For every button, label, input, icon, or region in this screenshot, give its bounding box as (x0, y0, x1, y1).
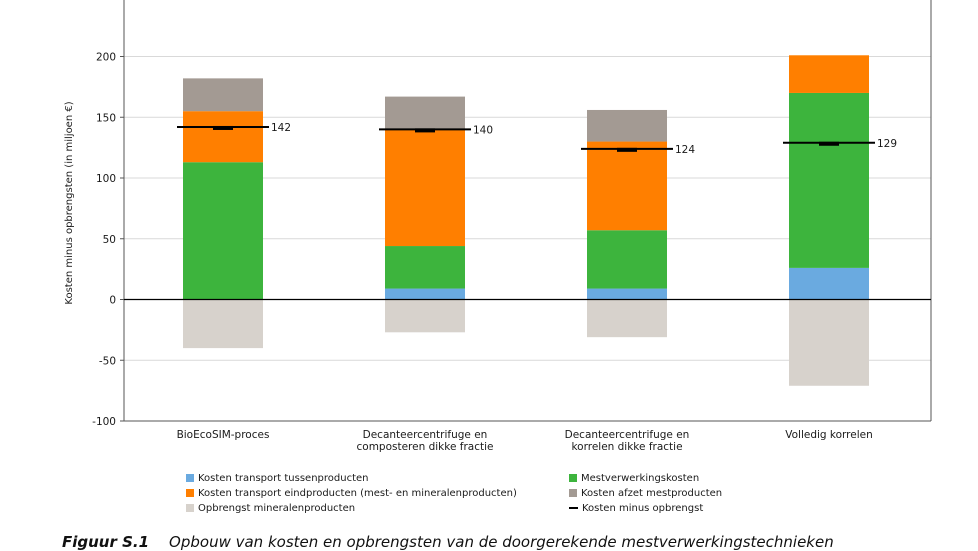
legend-swatch-line (569, 507, 578, 509)
bar-segment-opbrengst (385, 299, 465, 333)
legend-swatch (186, 474, 194, 482)
net-marker (415, 128, 435, 133)
legend-swatch (186, 504, 194, 512)
x-category-labels: BioEcoSIM-proces Decanteercentrifuge enco… (177, 429, 873, 453)
legend: Kosten transport tussenproducten Mestver… (0, 470, 978, 520)
x-category-label: Decanteercentrifuge en (363, 429, 488, 441)
legend-item-transport-tussen: Kosten transport tussenproducten (186, 471, 368, 485)
legend-label: Kosten afzet mestproducten (581, 487, 723, 499)
y-tick-label: 0 (109, 295, 116, 307)
x-category-label: BioEcoSIM-proces (177, 429, 270, 441)
bar-segment-transport_eind (385, 129, 465, 247)
legend-label: Kosten minus opbrengst (582, 502, 704, 514)
legend-label: Mestverwerkingskosten (581, 472, 700, 484)
stacked-bar-chart: -100 -50 0 50 100 150 200 BioEcoSIM-proces Deca… (64, 0, 932, 453)
bar-segment-afzet (183, 78, 263, 112)
bar-segment-transport_tussen (789, 267, 869, 300)
x-category-label: korrelen dikke fractie (571, 441, 682, 453)
x-category-label: Decanteercentrifuge en (565, 429, 690, 441)
net-value-label: 129 (877, 138, 897, 150)
caption-text: Opbouw van kosten en opbrengsten van de … (169, 533, 834, 551)
legend-item-afzet: Kosten afzet mestproducten (569, 486, 722, 500)
bar-segment-transport_tussen (385, 288, 465, 300)
net-marker (617, 147, 637, 152)
net-value-label: 140 (473, 124, 493, 136)
net-marker (213, 125, 233, 130)
bars (183, 55, 869, 386)
bar-segment-afzet (385, 96, 465, 130)
legend-item-transport-eind: Kosten transport eindproducten (mest- en… (186, 486, 517, 500)
net-value-label: 124 (675, 144, 695, 156)
figure-caption: Figuur S.1 Opbouw van kosten en opbrengst… (62, 533, 834, 551)
bar-segment-afzet (587, 109, 667, 142)
y-axis-label: Kosten minus opbrengsten (in miljoen €) (64, 101, 75, 304)
legend-item-net: Kosten minus opbrengst (569, 501, 703, 515)
y-tick-label: 200 (96, 52, 116, 64)
bar-segment-mestverwerking (385, 246, 465, 289)
bar-segment-transport_eind (183, 111, 263, 163)
y-tick-label: 50 (103, 234, 116, 246)
axes (120, 0, 932, 422)
bar-segment-mestverwerking (587, 230, 667, 289)
legend-item-mestverwerking: Mestverwerkingskosten (569, 471, 699, 485)
x-category-label: composteren dikke fractie (357, 441, 494, 453)
legend-swatch (186, 489, 194, 497)
legend-label: Kosten transport eindproducten (mest- en… (198, 487, 517, 499)
bar-segment-transport_eind (789, 55, 869, 93)
legend-swatch (569, 474, 577, 482)
y-tick-label: -50 (99, 355, 116, 367)
legend-swatch (569, 489, 577, 497)
bar-segment-mestverwerking (789, 92, 869, 268)
legend-label: Kosten transport tussenproducten (198, 472, 369, 484)
legend-label: Opbrengst mineralenproducten (198, 502, 356, 514)
x-category-label: Volledig korrelen (785, 429, 873, 441)
bar-segment-opbrengst (789, 299, 869, 386)
y-tick-label: 100 (96, 173, 116, 185)
caption-label: Figuur S.1 (62, 533, 150, 551)
bar-segment-opbrengst (587, 299, 667, 338)
bar-segment-opbrengst (183, 299, 263, 349)
bar-segment-transport_tussen (587, 288, 667, 300)
bar-segment-mestverwerking (183, 162, 263, 300)
y-tick-label: -100 (92, 416, 116, 428)
y-tick-label: 150 (96, 112, 116, 124)
legend-item-opbrengst: Opbrengst mineralenproducten (186, 501, 355, 515)
bar-segment-transport_eind (587, 141, 667, 231)
net-markers: 142 140 124 129 (177, 122, 897, 156)
net-marker (819, 141, 839, 146)
y-tick-labels: -100 -50 0 50 100 150 200 (92, 52, 116, 429)
net-value-label: 142 (271, 122, 291, 134)
